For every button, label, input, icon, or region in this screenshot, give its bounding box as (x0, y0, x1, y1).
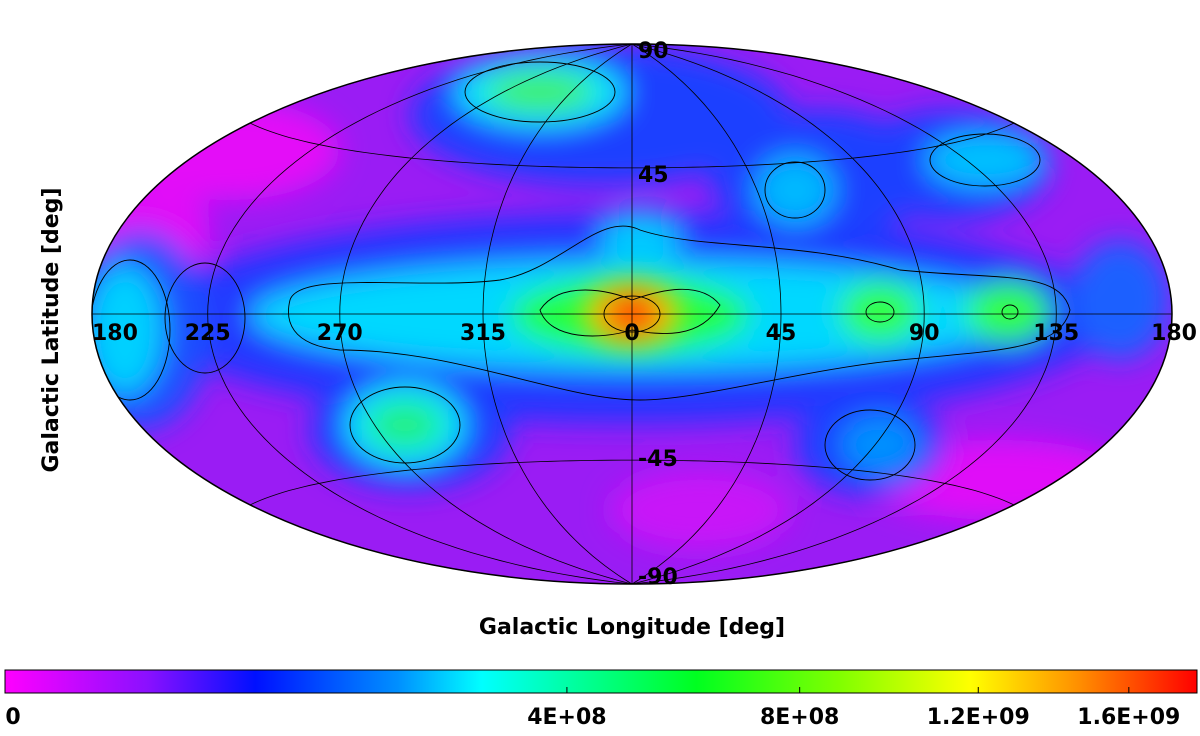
parallel-grid-line (250, 459, 1014, 506)
x-tick-label: 315 (460, 321, 506, 346)
sky-map (92, 44, 1172, 584)
x-tick-label: 180 (92, 321, 138, 346)
x-tick-label: 90 (909, 321, 940, 346)
parallel-grid-line (250, 122, 1014, 169)
x-tick-label: 270 (317, 321, 363, 346)
y-tick-label: -45 (638, 447, 678, 472)
sky-outline (91, 43, 1173, 585)
x-tick-label: 0 (624, 321, 639, 346)
colorbar-tick-label: 0 (5, 705, 20, 730)
x-tick-label: 135 (1033, 321, 1079, 346)
y-tick-label: 90 (638, 39, 669, 64)
colorbar-tick-label: 4E+08 (527, 705, 606, 730)
colorbar-tick-label: 8E+08 (760, 705, 839, 730)
colorbar-tick-label: 1.6E+09 (1077, 705, 1180, 730)
y-tick-label: 45 (638, 163, 669, 188)
x-tick-label: 225 (185, 321, 231, 346)
grid (91, 43, 1173, 585)
y-axis-title: Galactic Latitude [deg] (39, 187, 64, 472)
colorbar (4, 669, 1198, 694)
y-tick-label: -90 (638, 565, 678, 590)
x-tick-label: 45 (766, 321, 797, 346)
x-tick-label: 180 (1151, 321, 1197, 346)
colorbar-tick-label: 1.2E+09 (927, 705, 1030, 730)
x-axis-title: Galactic Longitude [deg] (479, 615, 785, 640)
